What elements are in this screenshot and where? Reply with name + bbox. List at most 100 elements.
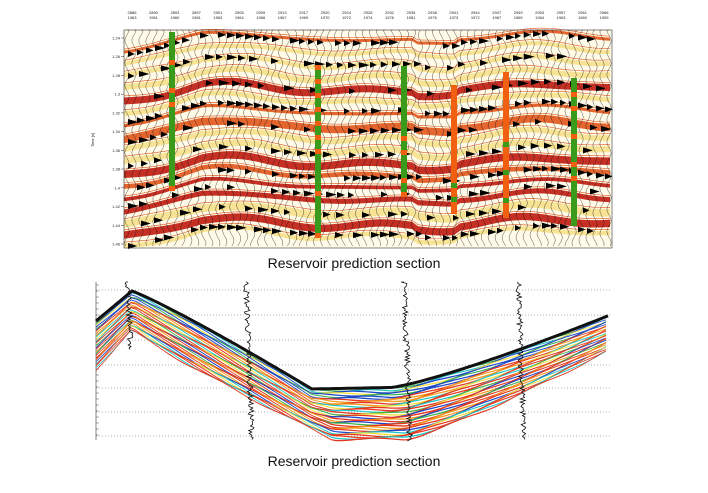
trace-header-top: 2886	[128, 10, 138, 15]
peak-fill	[348, 128, 357, 135]
peak-fill	[544, 142, 553, 149]
peak-fill	[353, 40, 362, 47]
peak-fill	[492, 84, 502, 91]
peak-fill	[453, 214, 460, 221]
peak-fill	[271, 124, 280, 131]
trace-header-bottom: 1972	[342, 15, 352, 20]
seismic-trace	[466, 29, 472, 247]
trace-header-bottom: 1974	[364, 15, 374, 20]
seismic-trace	[578, 29, 584, 247]
peak-fill	[380, 39, 391, 46]
peak-fill	[308, 38, 315, 45]
peak-fill	[180, 209, 191, 216]
peak-fill	[515, 32, 522, 39]
peak-fill	[209, 223, 220, 230]
inversion-layer	[96, 310, 606, 418]
horizon-band	[124, 114, 610, 144]
trace-header-top: 2901	[213, 10, 223, 15]
peak-fill	[371, 231, 381, 238]
peak-fill	[344, 40, 351, 47]
peak-fill	[470, 38, 478, 45]
peak-fill	[362, 175, 372, 182]
trace-header-bottom: 1976	[385, 15, 395, 20]
peak-fill	[414, 60, 422, 67]
well-log-segment	[503, 198, 509, 203]
seismic-trace	[292, 29, 298, 247]
peak-fill	[353, 175, 362, 182]
peak-fill	[583, 147, 593, 154]
inversion-layer	[96, 315, 606, 424]
peak-fill	[533, 165, 543, 172]
peak-fill	[557, 53, 568, 60]
peak-fill	[304, 190, 315, 197]
peak-fill	[336, 211, 345, 218]
peak-fill	[245, 33, 255, 40]
peak-fill	[601, 126, 612, 133]
peak-fill	[128, 203, 139, 210]
seismic-trace	[208, 29, 214, 247]
peak-fill	[200, 224, 209, 231]
peak-fill	[392, 127, 402, 134]
peak-fill	[245, 101, 254, 108]
peak-fill	[596, 85, 606, 92]
peak-fill	[359, 62, 370, 69]
seismic-trace	[411, 29, 416, 247]
peak-fill	[524, 183, 533, 190]
peak-fill	[172, 192, 181, 199]
peak-fill	[542, 165, 549, 172]
horizon-line	[123, 112, 611, 135]
seismic-trace	[159, 29, 165, 247]
trace-header-top: 2924	[342, 10, 352, 15]
peak-fill	[139, 200, 149, 207]
peak-fill	[254, 102, 263, 109]
peak-fill	[461, 231, 470, 238]
y-tick-label: 1.38	[112, 167, 121, 172]
peak-fill	[164, 234, 175, 241]
horizon-line	[123, 27, 611, 50]
peak-fill	[605, 173, 613, 180]
seismic-trace	[438, 29, 444, 247]
peak-fill	[524, 31, 531, 38]
peak-fill	[304, 60, 315, 67]
trace-header-top: 2957	[557, 10, 567, 15]
trace-header-top: 2890	[149, 10, 159, 15]
peak-fill	[236, 32, 245, 39]
peak-fill	[161, 65, 172, 72]
trace-header-top: 2947	[492, 10, 502, 15]
horizon-line	[123, 161, 611, 183]
peak-fill	[370, 127, 380, 134]
peak-fill	[150, 134, 157, 141]
peak-fill	[578, 169, 587, 176]
peak-fill	[299, 38, 306, 45]
seismic-trace	[362, 29, 367, 247]
seismic-section-top: 2886 1963 2890 1961 2893 1960 2897 1961 2901 1963…	[88, 0, 618, 252]
peak-fill	[427, 214, 436, 221]
trace-header-bottom: 1959	[600, 15, 610, 20]
well-log-segment	[571, 176, 577, 181]
peak-fill	[271, 208, 280, 215]
peak-fill	[488, 104, 497, 111]
seismic-trace	[341, 29, 346, 247]
seismic-trace	[334, 29, 339, 247]
trace-header-top: 2941	[449, 10, 459, 15]
peak-fill	[326, 61, 333, 68]
peak-fill	[218, 166, 229, 173]
peak-fill	[371, 107, 382, 114]
well-log-segment	[571, 106, 577, 111]
peak-fill	[466, 210, 476, 217]
peak-fill	[245, 205, 254, 212]
peak-fill	[128, 119, 139, 126]
peak-fill	[443, 42, 451, 49]
horizon-band	[124, 90, 610, 116]
peak-fill	[154, 93, 165, 100]
well-log-column	[169, 32, 175, 190]
peak-fill	[533, 30, 542, 37]
peak-fill	[254, 34, 262, 41]
horizon-line	[123, 222, 611, 243]
peak-fill	[344, 175, 351, 182]
peak-fill	[492, 208, 503, 215]
peak-fill	[381, 191, 388, 198]
seismic-trace	[473, 29, 479, 247]
peak-fill	[337, 61, 344, 68]
peak-fill	[337, 191, 346, 198]
